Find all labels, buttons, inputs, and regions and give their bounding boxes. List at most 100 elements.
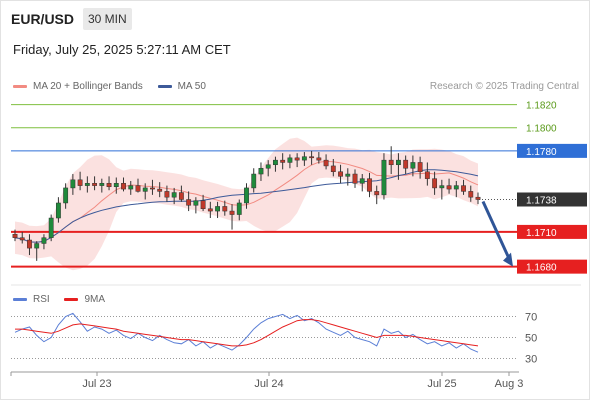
candle-body — [475, 196, 481, 200]
9ma-line — [15, 319, 479, 347]
candle-body — [27, 239, 32, 249]
candle — [48, 214, 54, 242]
candle-body — [338, 171, 343, 177]
main-legend: MA 20 + Bollinger Bands MA 50 — [13, 81, 218, 92]
candle — [150, 179, 155, 195]
candle-body — [468, 191, 474, 198]
candle — [461, 179, 466, 195]
candle-body — [287, 157, 293, 163]
candle — [301, 152, 307, 166]
candle-body — [244, 187, 249, 204]
candle-body — [63, 187, 69, 204]
candle-body — [301, 156, 307, 161]
candle-body — [345, 173, 351, 177]
candle-body — [403, 159, 409, 169]
x-tick-label: Aug 3 — [495, 378, 524, 390]
candle-body — [424, 171, 430, 179]
candle — [403, 155, 409, 175]
legend-item-rsi: RSI — [13, 294, 52, 305]
candle — [92, 176, 97, 191]
bollinger-band — [15, 137, 478, 271]
candle — [374, 185, 380, 205]
timeframe-button[interactable]: 30 MIN — [83, 8, 132, 30]
candle — [77, 171, 83, 191]
candle-body — [12, 233, 18, 238]
candle — [229, 204, 235, 230]
candle-body — [19, 237, 25, 241]
price-tag-1-1710 — [517, 224, 587, 239]
candle-body — [265, 164, 271, 169]
candle — [258, 162, 264, 181]
candle-body — [236, 202, 242, 215]
candle — [345, 168, 351, 186]
candle-body — [99, 183, 105, 186]
candle — [222, 200, 228, 216]
candle — [157, 182, 163, 198]
candle-body — [70, 179, 76, 189]
legend-swatch-9ma — [64, 297, 79, 301]
candle — [439, 179, 445, 200]
candle-body — [128, 185, 134, 190]
candle — [200, 194, 206, 212]
candle-body — [200, 200, 206, 210]
candle-body — [84, 183, 90, 186]
candle — [63, 183, 69, 209]
candle-body — [280, 159, 286, 163]
candle — [338, 164, 343, 184]
legend-label-9ma: 9MA — [84, 294, 106, 305]
candle-body — [207, 208, 213, 212]
candle-body — [55, 202, 61, 219]
price-label-1-1738: 1.1738 — [526, 195, 557, 206]
legend-item-9ma: 9MA — [64, 294, 105, 305]
candle-body — [215, 206, 220, 212]
price-tag-1-1680 — [517, 259, 587, 274]
candle-body — [150, 187, 155, 190]
candle-body — [417, 162, 423, 172]
price-label-1-1820: 1.1820 — [526, 101, 557, 112]
candle — [309, 150, 315, 165]
legend-label-rsi: RSI — [33, 294, 50, 305]
rsi-line — [14, 312, 479, 353]
candle — [265, 160, 271, 177]
candle — [287, 154, 293, 169]
price-label-1-1800: 1.1800 — [526, 124, 557, 135]
price-tag-1-1780 — [517, 143, 587, 158]
candle — [381, 153, 387, 200]
candle — [294, 153, 300, 168]
timestamp: Friday, July 25, 2025 5:27:11 AM CET — [13, 42, 231, 57]
x-tick-label: Jul 23 — [82, 378, 111, 390]
candle-body — [251, 173, 257, 189]
candle-body — [381, 159, 387, 196]
candle — [396, 153, 401, 180]
candle-body — [330, 165, 336, 172]
candle-body — [323, 159, 329, 167]
candle-body — [273, 159, 278, 166]
rsi-tick-70: 70 — [525, 312, 537, 324]
candle — [251, 168, 257, 193]
candle — [273, 156, 278, 172]
ma50-line — [14, 169, 479, 243]
candle-body — [432, 178, 438, 189]
forecast-arrow-head — [503, 252, 513, 267]
legend-label-ma20: MA 20 + Bollinger Bands — [33, 81, 143, 92]
rsi-tick-30: 30 — [525, 354, 537, 366]
ma20-line — [14, 160, 479, 243]
candle — [323, 154, 329, 170]
candle — [388, 146, 394, 175]
candle-body — [316, 157, 322, 161]
candle-body — [48, 217, 54, 238]
candle-body — [135, 185, 141, 192]
candle — [207, 201, 213, 219]
candle-body — [164, 191, 170, 198]
candle-body — [446, 185, 452, 190]
candle — [34, 241, 40, 261]
candle-body — [258, 167, 264, 175]
candle — [410, 155, 416, 177]
copyright-text: Research © 2025 Trading Central — [429, 81, 579, 92]
candle-body — [359, 178, 365, 184]
candle-body — [121, 183, 126, 190]
legend-swatch-rsi — [13, 297, 27, 301]
candle-body — [410, 162, 416, 169]
candle — [12, 229, 18, 242]
